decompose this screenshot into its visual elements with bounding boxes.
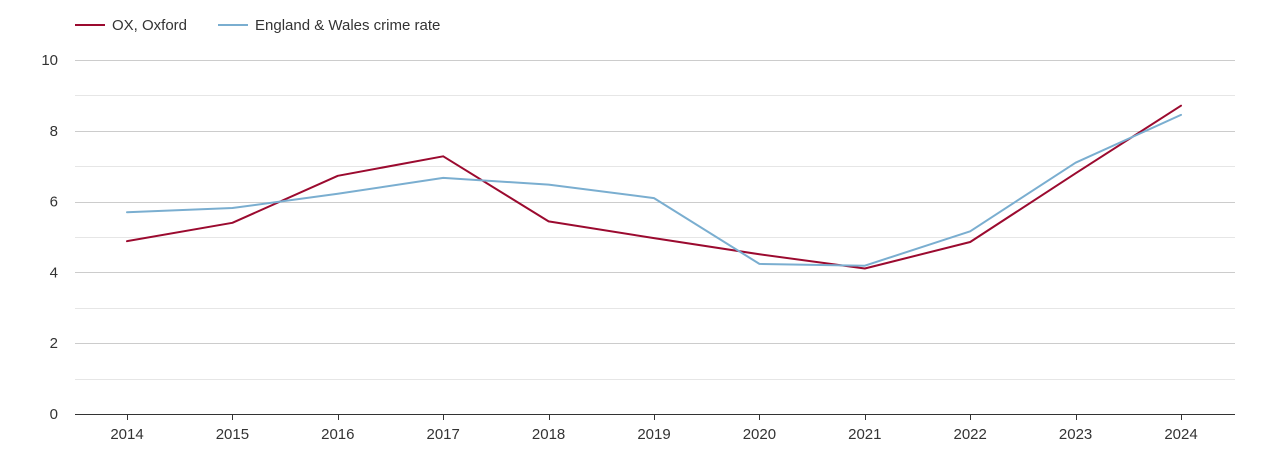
x-tick-label: 2024 [1164, 426, 1197, 443]
y-tick-label: 6 [50, 194, 58, 211]
series-line-local [126, 104, 1182, 270]
y-tick-label: 4 [50, 264, 58, 281]
x-tick-label: 2018 [532, 426, 565, 443]
y-tick-label: 2 [50, 335, 58, 352]
legend-label-local: OX, Oxford [112, 17, 187, 34]
x-tick-label: 2023 [1059, 426, 1092, 443]
x-tick-label: 2020 [743, 426, 776, 443]
axes: 0 2 4 6 8 10 2014 2015 2016 2017 2018 2019 2020 2021 2… [41, 52, 1235, 443]
x-tick-label: 2016 [321, 426, 354, 443]
x-tick-label: 2014 [110, 426, 143, 443]
x-tick-label: 2021 [848, 426, 881, 443]
x-tick-label: 2015 [216, 426, 249, 443]
grid-lines [75, 60, 1235, 380]
x-tick-label: 2019 [637, 426, 670, 443]
legend-label-national: England & Wales crime rate [255, 17, 440, 34]
y-tick-label: 8 [50, 123, 58, 140]
series-lines [126, 104, 1182, 270]
x-tick-label: 2017 [427, 426, 460, 443]
y-tick-label: 0 [50, 406, 58, 423]
y-tick-label: 10 [41, 52, 58, 69]
series-line-national [126, 113, 1182, 267]
x-tick-label: 2022 [954, 426, 987, 443]
legend: OX, Oxford England & Wales crime rate [75, 17, 440, 34]
